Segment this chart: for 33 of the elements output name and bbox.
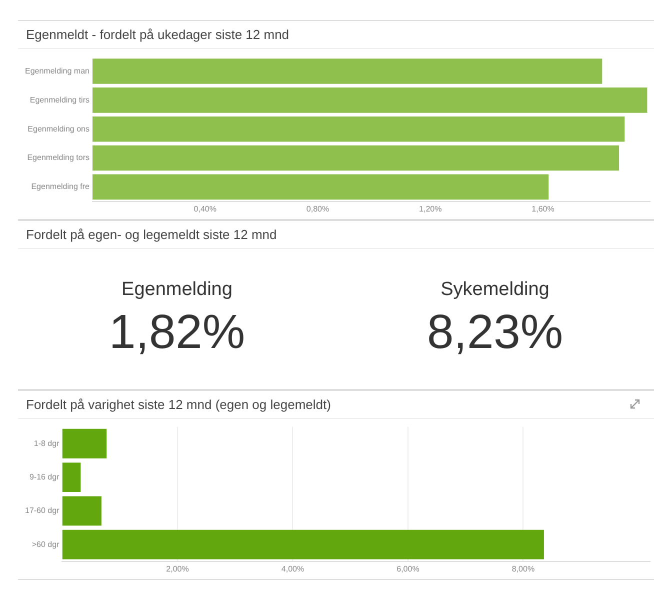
y-tick-label: 17-60 dgr — [24, 506, 60, 516]
text: 1,82% — [108, 306, 246, 358]
bar — [92, 116, 625, 142]
bar — [62, 530, 544, 560]
category-label: Egenmelding — [120, 278, 234, 300]
y-tick-label: Egenmelding tirs — [30, 95, 90, 104]
y-tick-label: Egenmelding tors — [27, 153, 90, 162]
y-tick-label: Egenmelding ons — [28, 124, 90, 134]
x-tick-label: 8,00% — [512, 564, 535, 574]
x-tick-label: 2,00% — [166, 564, 189, 574]
y-tick-label: >60 dgr — [32, 540, 60, 549]
chart-title: Egenmeldt - fordelt på ukedager siste 12 mnd — [18, 21, 654, 49]
x-tick-label: 4,00% — [281, 564, 304, 574]
bar — [62, 462, 81, 492]
x-tick-label: 1,60% — [532, 204, 554, 214]
bar — [92, 145, 620, 171]
text: 8,23% — [426, 306, 564, 358]
text: Fordelt på egen- og legemeldt siste 12 mnd — [18, 221, 654, 249]
chart-title: Fordelt på varighet siste 12 mnd (egen og legemeldt) — [18, 391, 654, 419]
bar — [92, 88, 648, 113]
bar — [92, 58, 602, 84]
category-label: Sykemelding — [440, 278, 550, 300]
x-tick-label: 1,20% — [419, 204, 442, 214]
y-tick-label: Egenmelding fre — [31, 182, 90, 192]
x-tick-label: 6,00% — [396, 564, 420, 574]
y-tick-label: 1-8 dgr — [34, 438, 60, 448]
bar — [62, 496, 102, 526]
bar — [92, 174, 549, 200]
x-tick-label: 0,80% — [306, 204, 330, 214]
y-tick-label: 9-16 dgr — [29, 472, 60, 482]
bar — [62, 428, 107, 458]
y-tick-label: Egenmelding man — [25, 66, 90, 76]
x-tick-label: 0,40% — [194, 204, 216, 214]
